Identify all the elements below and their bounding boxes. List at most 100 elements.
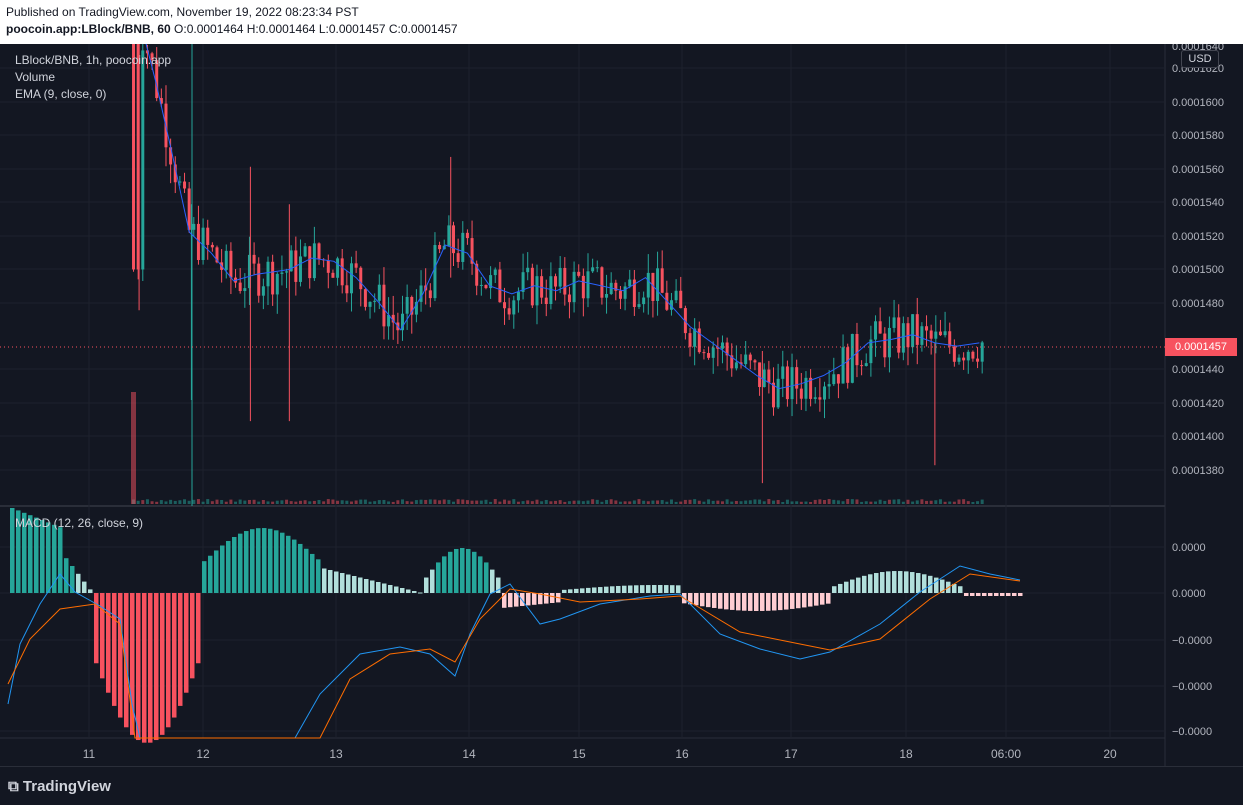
legend-ema[interactable]: EMA (9, close, 0) [15,87,107,101]
volume-bar [206,499,210,504]
volume-bar [887,499,891,504]
candle-body [818,397,822,400]
macd-histogram-bar [604,586,609,593]
volume-bar [419,499,423,504]
macd-histogram-bar [970,593,975,596]
macd-histogram-bar [628,585,633,593]
candle-body [679,290,683,309]
time-tick-label: 12 [196,747,210,761]
macd-tick-label: 0.0000 [1172,588,1206,600]
candle-body [549,276,553,304]
macd-histogram-bar [652,585,657,593]
volume-bar [294,501,298,504]
candle-body [938,331,942,336]
macd-histogram-bar [952,583,957,593]
volume-bar [461,499,465,504]
candle-body [554,276,558,287]
candle-body [846,347,850,383]
candle-body [354,263,358,268]
candle-body [934,331,938,339]
macd-histogram-bar [40,520,45,593]
macd-histogram-bar [988,593,993,596]
volume-bar [572,500,576,504]
volume-bar [920,499,924,504]
macd-histogram-bar [400,588,405,593]
macd-histogram-bar [736,593,741,611]
legend-macd[interactable]: MACD (12, 26, close, 9) [15,516,144,530]
currency-button[interactable]: USD [1181,50,1219,68]
macd-histogram-bar [904,571,909,593]
tradingview-logo[interactable]: ⧉ TradingView [8,778,111,795]
price-tick-label: 0.0001500 [1172,264,1224,276]
candle-body [716,347,720,349]
macd-histogram-bar [742,593,747,611]
macd-histogram-bar [862,575,867,593]
macd-histogram-bar [796,593,801,609]
legend-main[interactable]: LBlock/BNB, 1h, poocoin.app [15,53,172,67]
volume-bar [359,499,363,504]
legend-volume[interactable]: Volume [15,70,56,84]
candle-body [498,269,502,303]
macd-histogram-bar [508,593,513,608]
volume-bar [855,499,859,504]
candle-body [707,353,711,358]
chart-canvas[interactable]: 0.00016400.00016200.00016000.00015800.00… [0,44,1243,766]
macd-histogram-bar [172,593,177,718]
volume-bar [897,499,901,504]
volume-bar [493,499,497,504]
macd-histogram-bar [178,593,183,706]
candle-body [962,357,966,361]
candle-body [577,271,581,276]
candle-body [475,263,479,286]
volume-bar [201,501,205,504]
macd-histogram-bar [184,593,189,693]
macd-histogram-bar [460,548,465,593]
volume-bar [976,501,980,504]
volume-bar [586,500,590,504]
candle-body [795,367,799,389]
macd-histogram-bar [22,512,27,593]
volume-bar [906,499,910,504]
volume-bar [753,499,757,504]
volume-bar [563,501,567,504]
macd-histogram-bar [130,593,135,735]
candle-body [377,284,381,301]
volume-bar [336,500,340,504]
candle-body [303,246,307,257]
macd-histogram-bar [202,561,207,593]
macd-histogram-bar [262,528,267,593]
macd-histogram-bar [1012,593,1017,596]
macd-histogram-bar [358,577,363,593]
candle-body [734,362,738,369]
volume-bar [289,501,293,504]
macd-histogram-bar [550,593,555,603]
macd-histogram-bar [58,527,63,593]
macd-histogram-bar [874,573,879,593]
volume-bar [734,500,738,504]
macd-histogram-bar [634,585,639,593]
macd-histogram-bar [466,548,471,593]
candle-body [748,354,752,361]
candle-body [150,53,154,61]
volume-bar [438,500,442,504]
volume-bar [850,499,854,504]
macd-histogram-bar [328,570,333,593]
volume-bar [864,501,868,504]
volume-bar [247,499,251,504]
macd-histogram-bar [388,585,393,593]
candle-body [591,267,595,272]
volume-bar [530,501,534,504]
macd-histogram-bar [166,593,171,728]
candle-body [484,284,488,289]
candle-body [183,181,187,189]
candle-body [980,342,984,362]
volume-bar [799,501,803,504]
last-price-tag: 0.0001457 [1165,338,1237,356]
macd-histogram-bar [376,582,381,593]
candle-body [535,276,539,306]
volume-bar [632,500,636,504]
price-tick-label: 0.0001400 [1172,431,1224,443]
candle-body [465,232,469,239]
volume-bar [674,501,678,504]
macd-histogram-bar [832,586,837,593]
